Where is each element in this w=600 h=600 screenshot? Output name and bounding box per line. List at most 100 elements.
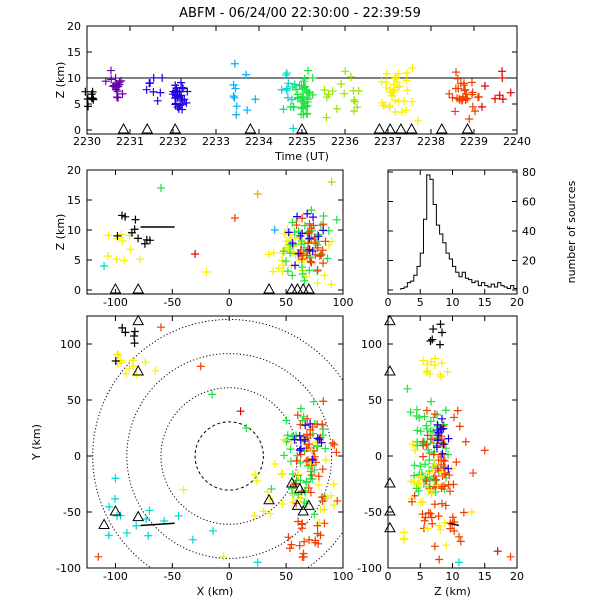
plan-view-xlabel: X (km) xyxy=(197,585,234,598)
time-height-source-point xyxy=(118,89,127,98)
time-height-source-point xyxy=(112,93,121,102)
time-height-source-point xyxy=(230,93,239,102)
z-y-source-point xyxy=(454,558,463,567)
plan-view-source-point xyxy=(309,446,318,455)
x-z-xtick-label: -100 xyxy=(103,296,128,309)
z-y-station-marker xyxy=(384,364,396,376)
x-z-source-point xyxy=(284,228,293,237)
time-height-source-point xyxy=(408,97,417,106)
x-z-source-point xyxy=(120,256,129,265)
x-z-source-point xyxy=(297,237,306,246)
time-height-source-point xyxy=(174,104,183,113)
plan-view-source-point xyxy=(113,350,122,359)
plan-view-track-line xyxy=(140,522,175,527)
plan-view-source-point xyxy=(236,407,245,416)
x-z-source-point xyxy=(286,249,295,258)
z-y-xtick-label: 5 xyxy=(417,570,424,583)
time-height-source-point xyxy=(282,69,291,78)
x-z-source-point xyxy=(104,231,113,240)
z-y-source-point xyxy=(424,508,433,517)
x-z-source-point xyxy=(307,258,316,267)
z-y-source-point xyxy=(421,475,430,484)
time-height-source-point xyxy=(282,86,291,95)
time-height-source-point xyxy=(283,93,292,102)
time-height-ytick-label: 15 xyxy=(67,46,81,59)
plan-view-station-marker xyxy=(109,504,122,516)
histogram-xtick-label: 10 xyxy=(446,296,460,309)
z-y-source-point xyxy=(430,459,439,468)
plan-view-source-point xyxy=(298,416,307,425)
plan-view-source-point xyxy=(196,362,205,371)
z-y-source-point xyxy=(452,458,461,467)
time-height-source-point xyxy=(332,104,341,113)
plan-view-source-point xyxy=(316,531,325,540)
x-z-source-point xyxy=(281,257,290,266)
z-y-source-point xyxy=(506,552,515,561)
z-y-source-point xyxy=(403,384,412,393)
x-z-source-point xyxy=(253,190,262,198)
z-y-source-point xyxy=(441,444,450,453)
plan-view-source-point xyxy=(263,487,272,496)
x-z-source-point xyxy=(319,259,328,268)
time-height-ylabel: Z (km) xyxy=(54,62,67,99)
time-height-source-point xyxy=(477,102,486,111)
x-z-source-point xyxy=(140,239,149,248)
x-z-source-point xyxy=(268,267,277,276)
z-y-source-point xyxy=(440,420,449,429)
z-y-source-point xyxy=(450,413,459,422)
plan-view-source-point xyxy=(141,358,150,367)
z-y-source-point xyxy=(410,461,419,470)
time-height-source-point xyxy=(308,90,317,99)
x-z-frame xyxy=(86,169,344,295)
histogram-ytick-label: 80 xyxy=(522,166,536,179)
x-z-ytick-label: 10 xyxy=(67,224,81,237)
plan-view-source-point xyxy=(332,448,341,457)
z-y-source-point xyxy=(440,470,449,479)
x-z-source-point xyxy=(280,229,289,238)
x-z-source-point xyxy=(294,249,303,258)
time-height-xtick-label: 2231 xyxy=(116,135,144,148)
plan-view-source-point xyxy=(286,445,295,454)
time-height-source-point xyxy=(402,76,411,85)
plan-view-source-point xyxy=(307,471,316,480)
plan-view-source-point xyxy=(333,496,342,505)
z-y-source-point xyxy=(425,467,434,476)
x-z-source-point xyxy=(274,264,283,273)
plan-view-source-point xyxy=(242,424,251,432)
time-height-source-point xyxy=(149,73,158,82)
plan-view-source-point xyxy=(280,451,289,460)
z-y-source-point xyxy=(439,482,448,491)
plan-view-source-point xyxy=(125,364,134,373)
z-y-source-point xyxy=(455,532,464,541)
plan-view-source-point xyxy=(188,535,197,544)
plan-view-source-point xyxy=(294,470,303,479)
time-height-source-point xyxy=(328,87,337,96)
time-height-source-point xyxy=(346,73,355,82)
time-height-source-point xyxy=(453,94,462,103)
plan-view-source-point xyxy=(321,444,330,453)
plan-view-source-point xyxy=(318,420,327,429)
plan-view-source-point xyxy=(318,493,327,502)
z-y-xlabel: Z (km) xyxy=(434,585,471,598)
z-y-source-point xyxy=(433,425,442,434)
plan-view-source-point xyxy=(313,521,322,530)
z-y-source-point xyxy=(436,525,445,534)
time-height-source-point xyxy=(101,77,110,86)
z-y-source-point xyxy=(414,479,423,488)
z-y-source-point xyxy=(420,412,429,421)
plan-view-xtick-label: -50 xyxy=(163,570,181,583)
z-y-track-line xyxy=(449,522,460,527)
x-z-xtick-label: -50 xyxy=(163,296,181,309)
plan-view-source-point xyxy=(121,328,130,337)
time-height-source-point xyxy=(498,73,507,82)
z-y-source-point xyxy=(437,460,446,469)
time-height-source-point xyxy=(381,101,390,110)
time-height-source-point xyxy=(107,75,116,84)
plan-view-source-point xyxy=(311,538,320,547)
z-y-ytick-label: 0 xyxy=(375,450,382,463)
plan-view-source-point xyxy=(266,509,275,518)
time-height-xlabel: Time (UT) xyxy=(274,150,329,163)
time-height-ytick-label: 10 xyxy=(67,72,81,85)
z-y-source-point xyxy=(427,435,436,444)
plan-view-ytick-label: -100 xyxy=(56,562,81,575)
